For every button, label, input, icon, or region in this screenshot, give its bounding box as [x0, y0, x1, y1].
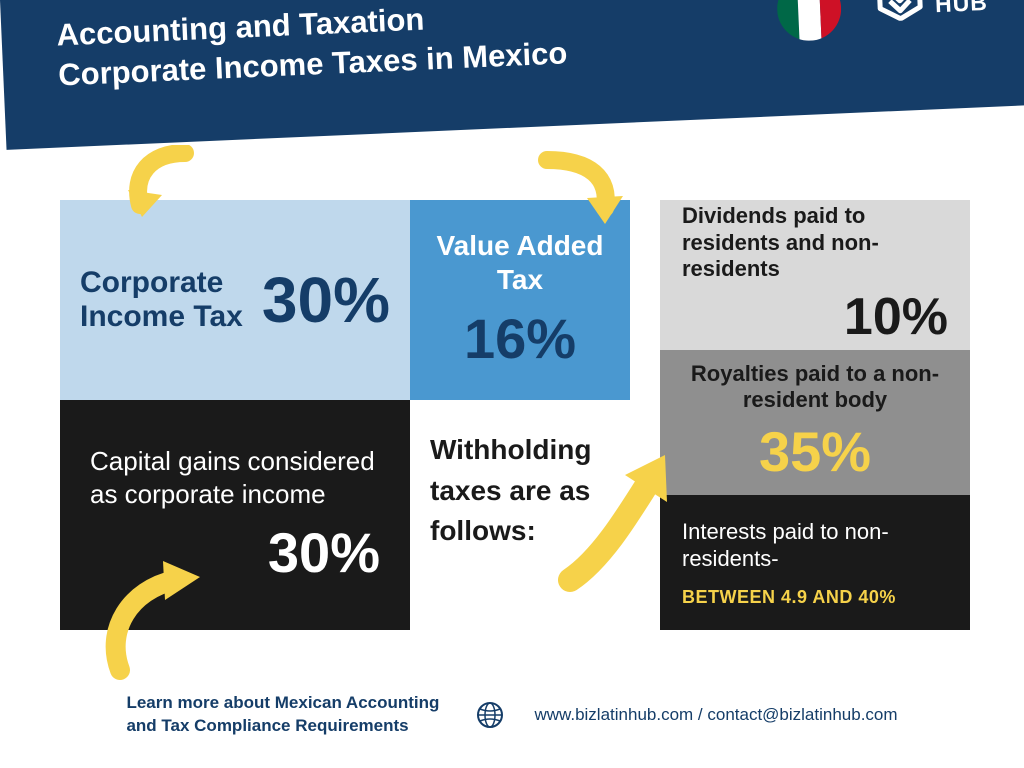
- brand-line2: HUB: [934, 0, 988, 17]
- dividends-label: Dividends paid to residents and non-resi…: [682, 203, 948, 282]
- box-interests: Interests paid to non-residents- BETWEEN…: [660, 495, 970, 630]
- box-capital-gains: Capital gains considered as corporate in…: [60, 400, 410, 630]
- dividends-value: 10%: [844, 287, 948, 347]
- header-title: Accounting and Taxation Corporate Income…: [56, 0, 568, 96]
- footer-right-text: www.bizlatinhub.com / contact@bizlatinhu…: [534, 705, 897, 725]
- box-royalties: Royalties paid to a non-resident body 35…: [660, 350, 970, 495]
- box-vat: Value Added Tax 16%: [410, 200, 630, 400]
- interests-label: Interests paid to non-residents-: [682, 518, 948, 573]
- vat-label: Value Added Tax: [410, 229, 630, 296]
- flag-stripe-red: [818, 0, 842, 40]
- royalties-label: Royalties paid to a non-resident body: [682, 361, 948, 414]
- box-corporate-income-tax: Corporate Income Tax 30%: [60, 200, 410, 400]
- brand-logo-icon: [874, 0, 926, 22]
- royalties-value: 35%: [759, 419, 871, 484]
- interests-value: BETWEEN 4.9 AND 40%: [682, 587, 948, 608]
- cit-value: 30%: [262, 263, 390, 337]
- vat-value: 16%: [464, 306, 576, 371]
- globe-icon: [476, 701, 504, 729]
- footer-left-text: Learn more about Mexican Accounting and …: [126, 692, 446, 738]
- capgain-label: Capital gains considered as corporate in…: [90, 445, 380, 510]
- capgain-value: 30%: [268, 520, 380, 585]
- flag-stripe-white: [797, 0, 821, 41]
- brand-logo: BIZLATIN HUB: [874, 0, 1024, 22]
- cit-label: Corporate Income Tax: [80, 266, 248, 335]
- footer: Learn more about Mexican Accounting and …: [0, 692, 1024, 738]
- brand-logo-text: BIZLATIN HUB: [934, 0, 1024, 16]
- withholding-heading: Withholding taxes are as follows:: [430, 430, 630, 552]
- box-dividends: Dividends paid to residents and non-resi…: [660, 200, 970, 350]
- mexico-flag-icon: [776, 0, 843, 42]
- header-banner: Accounting and Taxation Corporate Income…: [0, 0, 1024, 150]
- flag-stripe-green: [776, 0, 800, 42]
